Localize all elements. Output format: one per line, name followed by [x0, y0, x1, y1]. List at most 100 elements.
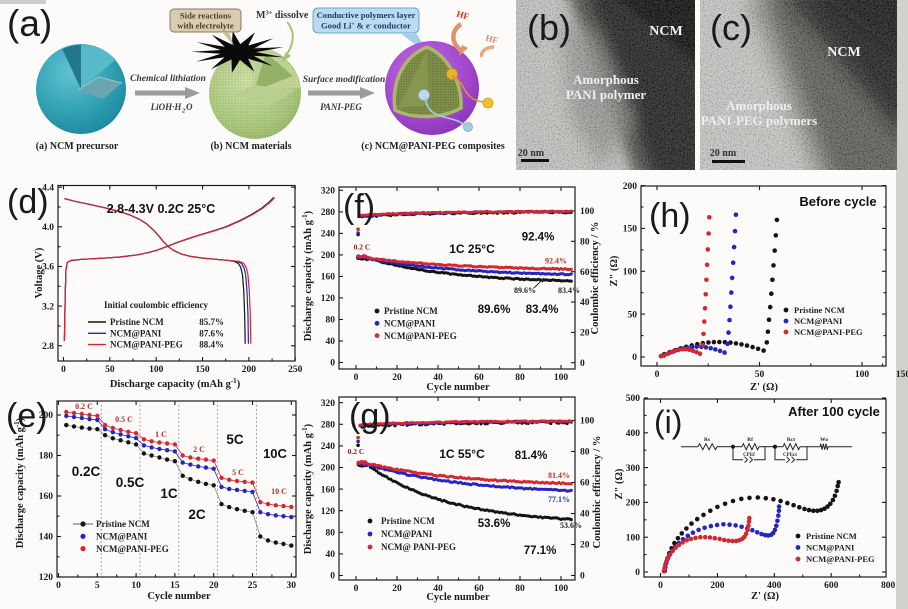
- svg-text:NCM@PANI: NCM@PANI: [794, 316, 843, 326]
- svg-text:89.6%: 89.6%: [514, 286, 536, 295]
- svg-text:Pristine NCM: Pristine NCM: [806, 531, 857, 541]
- svg-text:Voltage (V): Voltage (V): [34, 247, 45, 298]
- svg-text:0.5 C: 0.5 C: [115, 415, 133, 424]
- svg-text:After 100 cycle: After 100 cycle: [788, 404, 880, 419]
- svg-text:40: 40: [326, 550, 336, 560]
- svg-text:(b) NCM materials: (b) NCM materials: [210, 141, 291, 152]
- svg-text:88.4%: 88.4%: [199, 340, 224, 350]
- svg-text:NCM@PANI: NCM@PANI: [96, 532, 148, 542]
- svg-text:0: 0: [632, 353, 637, 363]
- svg-text:40: 40: [580, 298, 590, 308]
- svg-text:0: 0: [655, 370, 660, 380]
- svg-text:Z" (Ω): Z" (Ω): [614, 468, 625, 499]
- svg-text:20 nm: 20 nm: [710, 148, 737, 159]
- svg-text:20: 20: [392, 373, 402, 383]
- svg-text:HF: HF: [484, 33, 499, 46]
- svg-text:4.4: 4.4: [42, 183, 54, 193]
- svg-text:Rf: Rf: [747, 437, 753, 443]
- svg-text:0.2 C: 0.2 C: [75, 402, 93, 411]
- svg-text:400: 400: [767, 581, 782, 591]
- svg-text:280: 280: [321, 208, 336, 218]
- svg-text:10 C: 10 C: [271, 487, 287, 496]
- svg-text:150: 150: [623, 225, 638, 235]
- svg-text:NCM@PANI-PEG: NCM@PANI-PEG: [806, 554, 875, 564]
- svg-text:(e): (e): [6, 397, 48, 435]
- svg-text:150: 150: [896, 370, 908, 380]
- svg-text:NCM@ PANI-PEG: NCM@ PANI-PEG: [381, 542, 456, 552]
- svg-text:0: 0: [330, 359, 335, 369]
- svg-text:0: 0: [580, 572, 585, 582]
- svg-text:0: 0: [330, 572, 335, 582]
- svg-text:60: 60: [580, 479, 590, 489]
- svg-text:20: 20: [392, 584, 402, 594]
- svg-text:40: 40: [433, 373, 443, 383]
- svg-text:O: O: [186, 102, 193, 112]
- svg-text:1C: 1C: [160, 486, 178, 501]
- svg-text:77.1%: 77.1%: [548, 495, 570, 504]
- svg-text:100: 100: [149, 365, 164, 375]
- svg-text:Pristine NCM: Pristine NCM: [384, 306, 438, 316]
- svg-text:Good Li+ & e- conductor: Good Li+ & e- conductor: [321, 21, 411, 31]
- svg-text:NCM: NCM: [649, 24, 682, 39]
- svg-text:77.1%: 77.1%: [524, 545, 557, 557]
- svg-text:160: 160: [321, 273, 336, 283]
- svg-text:100: 100: [580, 417, 595, 427]
- svg-text:0.5C: 0.5C: [116, 475, 145, 490]
- svg-text:(a): (a): [7, 3, 52, 44]
- svg-text:280: 280: [321, 421, 336, 431]
- svg-text:2 C: 2 C: [193, 445, 205, 454]
- svg-text:PANI polymer: PANI polymer: [566, 87, 647, 102]
- svg-text:Initial coulombic efficiency: Initial coulombic efficiency: [104, 300, 208, 310]
- svg-text:60: 60: [474, 373, 484, 383]
- svg-text:120: 120: [321, 507, 336, 517]
- svg-text:NCM@PANI: NCM@PANI: [381, 529, 433, 539]
- svg-text:0.2 C: 0.2 C: [348, 447, 365, 456]
- svg-text:160: 160: [39, 492, 54, 502]
- svg-text:NCM@PANI-PEG: NCM@PANI-PEG: [794, 327, 863, 337]
- svg-text:200: 200: [623, 182, 638, 192]
- svg-text:with electrolyte: with electrolyte: [177, 21, 234, 31]
- svg-text:2.8-4.3V 0.2C 25°C: 2.8-4.3V 0.2C 25°C: [107, 202, 216, 216]
- svg-text:300: 300: [626, 464, 641, 474]
- svg-text:250: 250: [288, 365, 303, 375]
- svg-text:CPEf: CPEf: [743, 453, 755, 458]
- svg-text:20: 20: [209, 581, 219, 591]
- svg-text:Discharge capacity (mAh g-1): Discharge capacity (mAh g-1): [13, 417, 26, 548]
- svg-text:(d): (d): [7, 183, 49, 221]
- svg-text:(g): (g): [349, 397, 391, 435]
- svg-text:2C: 2C: [188, 507, 206, 522]
- svg-text:Pristine NCM: Pristine NCM: [381, 516, 435, 526]
- svg-text:53.6%: 53.6%: [478, 518, 511, 530]
- svg-text:20 nm: 20 nm: [518, 148, 545, 159]
- svg-text:5: 5: [95, 581, 100, 591]
- svg-text:5 C: 5 C: [232, 468, 244, 477]
- svg-text:80: 80: [515, 584, 525, 594]
- svg-text:100: 100: [580, 207, 595, 217]
- svg-text:15: 15: [170, 581, 180, 591]
- svg-text:50: 50: [755, 370, 765, 380]
- svg-text:30: 30: [287, 581, 297, 591]
- svg-text:60: 60: [580, 268, 590, 278]
- svg-text:53.6%: 53.6%: [560, 521, 582, 530]
- svg-text:100: 100: [623, 268, 638, 278]
- svg-text:Z' (Ω): Z' (Ω): [751, 591, 779, 602]
- svg-text:Amorphous: Amorphous: [573, 72, 639, 87]
- svg-text:1 C: 1 C: [155, 430, 167, 439]
- svg-text:Rct: Rct: [787, 437, 795, 443]
- svg-text:180: 180: [39, 452, 54, 462]
- svg-text:50: 50: [105, 365, 115, 375]
- svg-text:Side reactions: Side reactions: [180, 11, 232, 21]
- svg-text:4.0: 4.0: [42, 223, 54, 233]
- svg-text:800: 800: [881, 581, 896, 591]
- svg-text:5C: 5C: [226, 432, 244, 447]
- svg-text:10: 10: [131, 581, 141, 591]
- svg-text:Surface modification: Surface modification: [303, 75, 386, 85]
- svg-text:Before cycle: Before cycle: [799, 194, 876, 209]
- svg-text:60: 60: [474, 584, 484, 594]
- svg-text:Z" (Ω): Z" (Ω): [609, 255, 620, 286]
- svg-text:240: 240: [321, 442, 336, 452]
- svg-text:0.2 C: 0.2 C: [354, 243, 371, 252]
- svg-text:NCM@PANI-PEG: NCM@PANI-PEG: [384, 331, 457, 341]
- svg-text:81.4%: 81.4%: [548, 471, 570, 480]
- svg-text:140: 140: [39, 533, 54, 543]
